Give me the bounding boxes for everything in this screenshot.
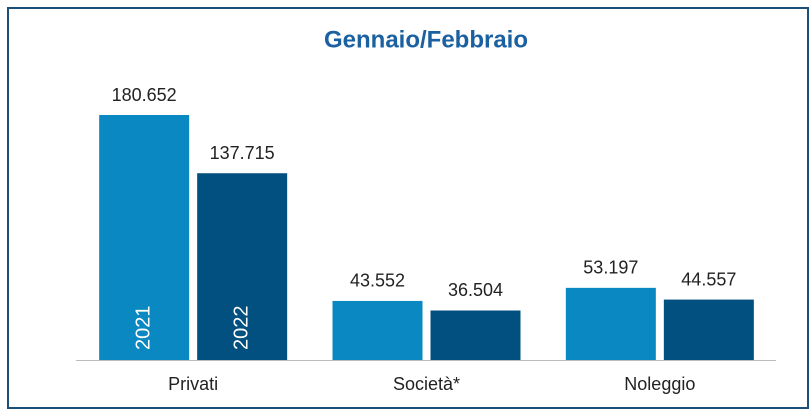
value-label: 180.652 <box>112 85 177 105</box>
value-label: 137.715 <box>210 143 275 163</box>
chart-title: Gennaio/Febbraio <box>324 26 528 53</box>
bar <box>197 173 288 360</box>
x-tick-label: Noleggio <box>624 374 695 394</box>
bar <box>332 300 423 360</box>
bar <box>565 287 656 360</box>
bar <box>430 310 521 360</box>
x-tick-label: Società* <box>393 374 460 394</box>
x-tick-label: Privati <box>168 374 218 394</box>
value-label: 36.504 <box>448 280 503 300</box>
bar <box>99 115 190 360</box>
legend-label: 2021 <box>132 306 154 351</box>
value-label: 44.557 <box>681 269 736 289</box>
value-label: 43.552 <box>350 271 405 291</box>
bar <box>663 299 754 360</box>
legend-label: 2022 <box>230 306 252 351</box>
value-label: 53.197 <box>583 258 638 278</box>
